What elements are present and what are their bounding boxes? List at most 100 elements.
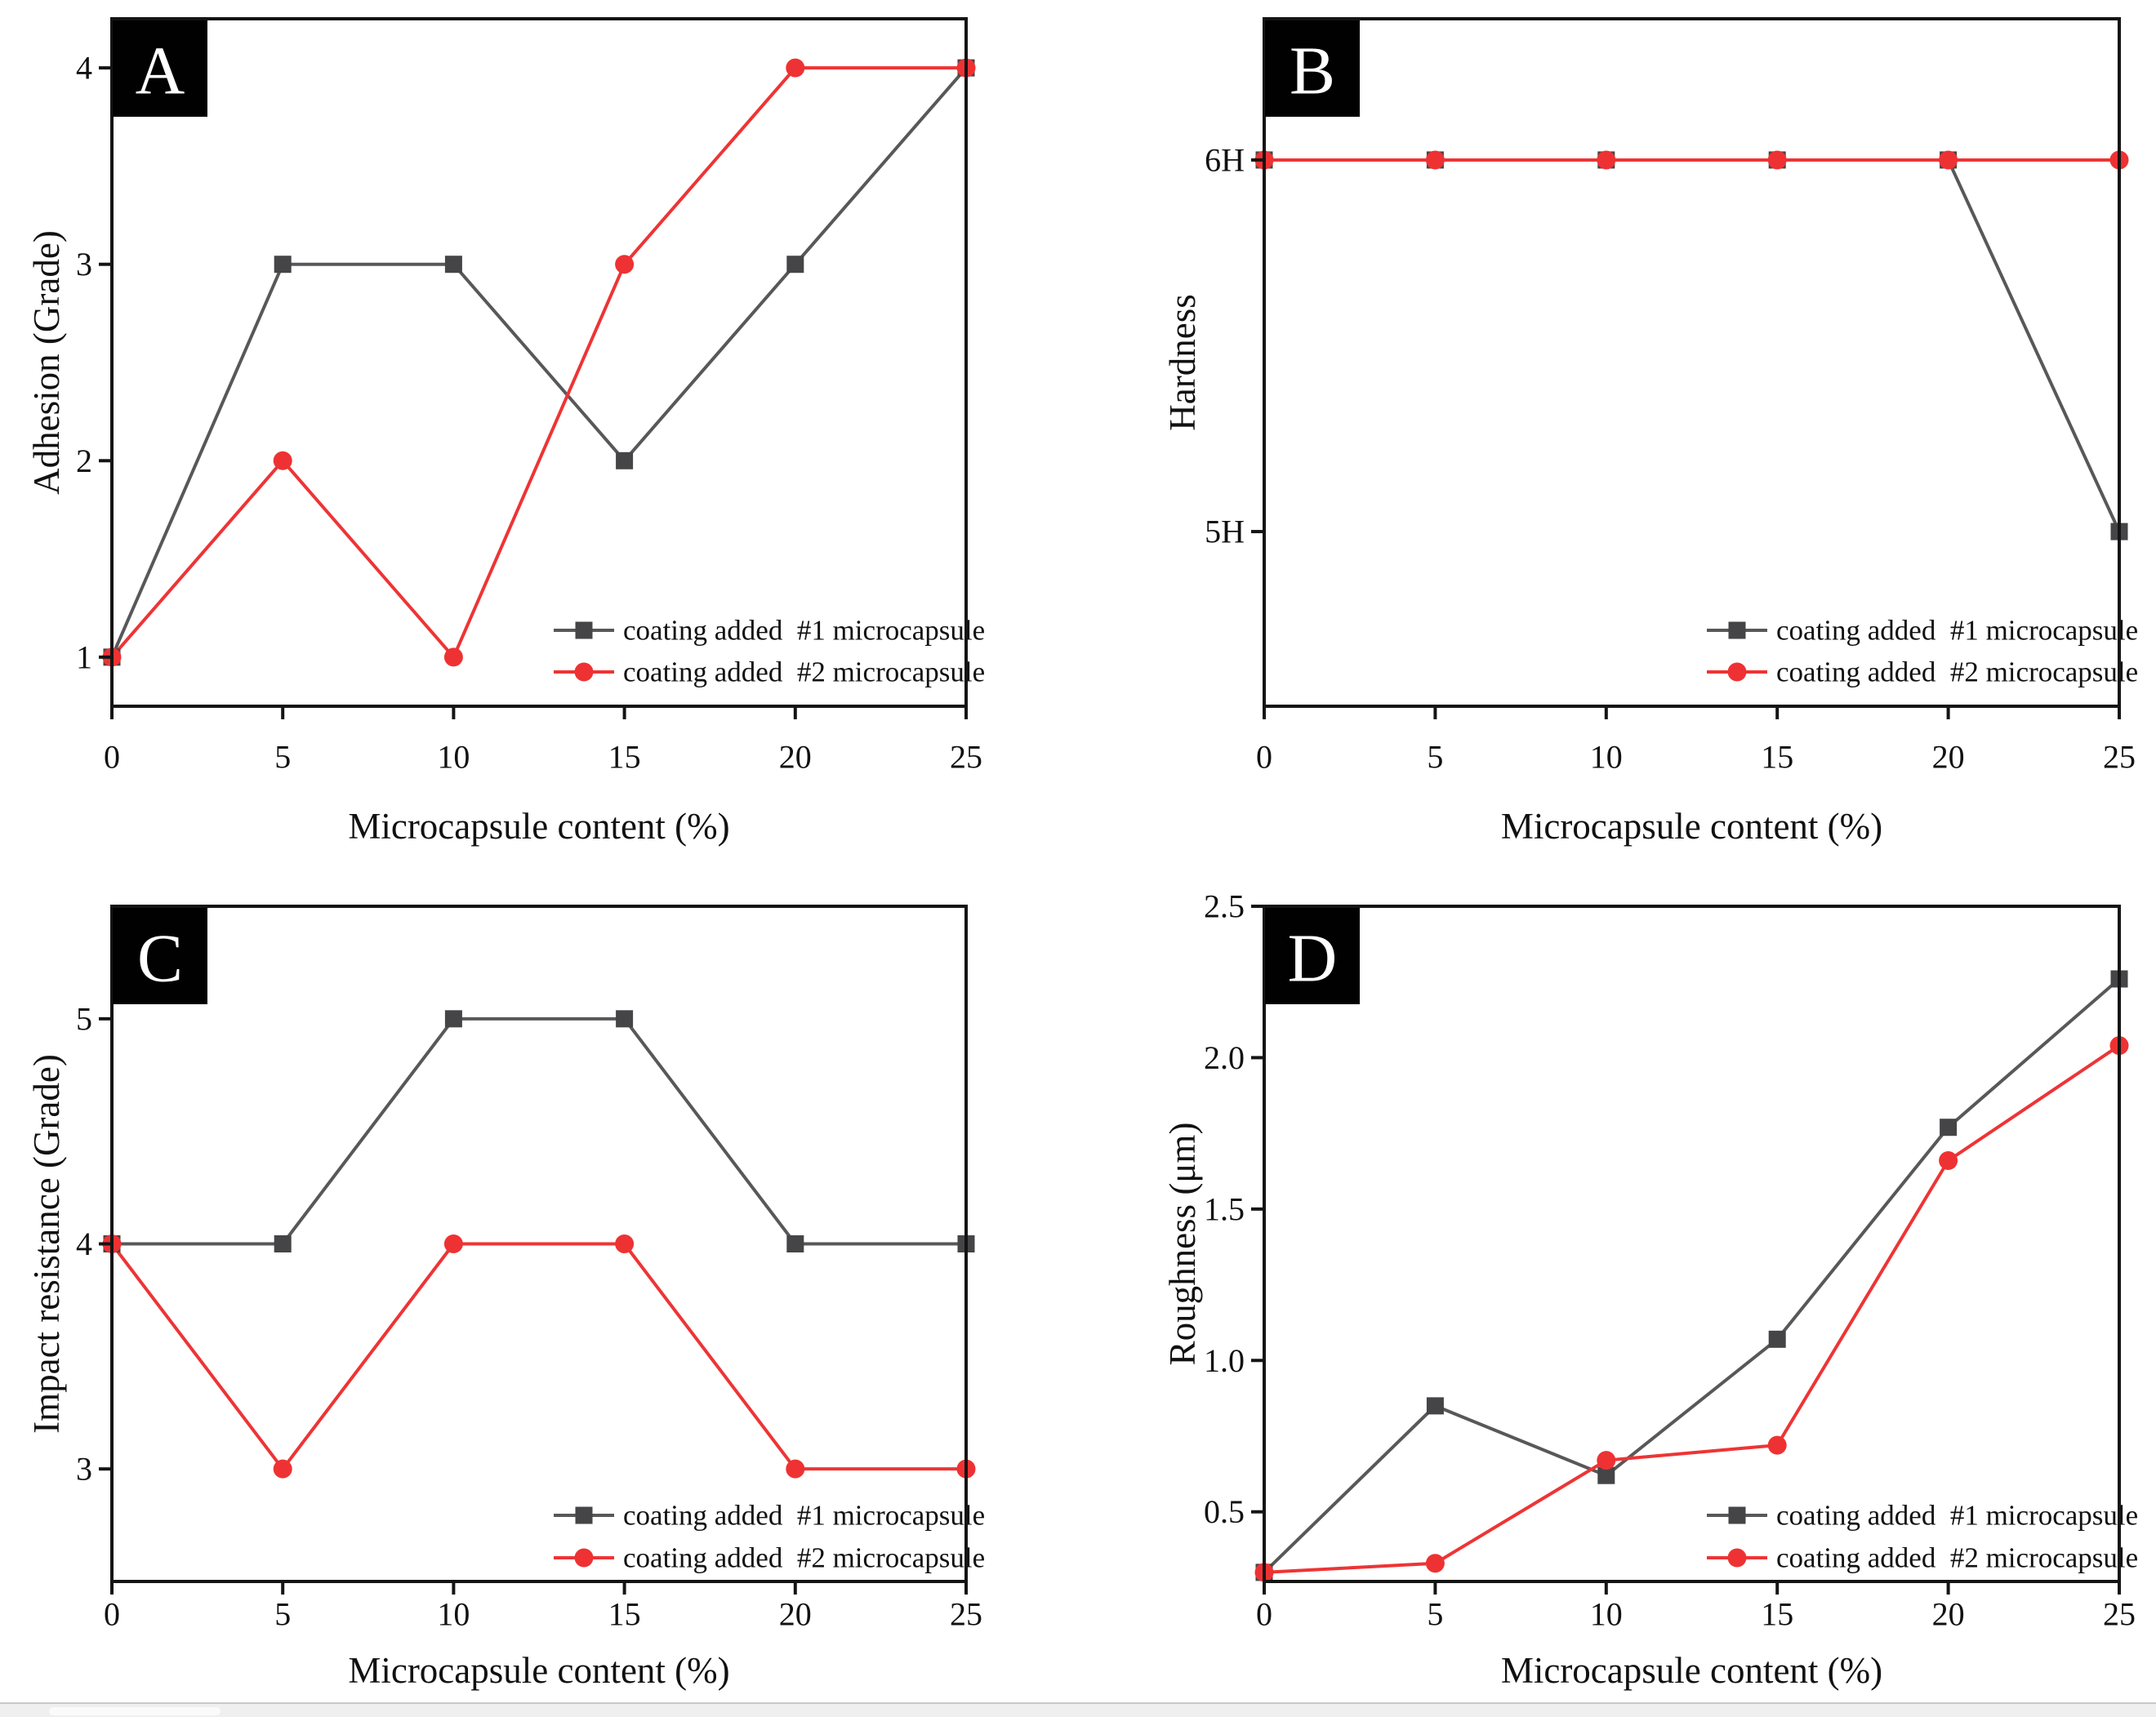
series-1-line	[1263, 977, 2121, 1574]
x-axis-title: Microcapsule content (%)	[348, 1650, 729, 1691]
x-tick-label: 10	[1590, 1596, 1623, 1633]
x-tick-label: 25	[2103, 1596, 2136, 1633]
panel-badge	[1265, 20, 1360, 117]
y-axis-title: Adhesion (Grade)	[26, 230, 67, 495]
x-tick-label: 15	[608, 1596, 641, 1633]
series-1-marker-x15	[616, 451, 634, 469]
x-tick-label: 5	[274, 1596, 291, 1633]
series-2-marker-x10	[443, 1234, 463, 1253]
series-1-marker-x15	[616, 1010, 634, 1028]
series-1-marker-x5	[274, 256, 292, 274]
x-tick-label: 20	[779, 1596, 812, 1633]
legend-label-series-2: coating added #2 microcapsule	[623, 1542, 985, 1574]
x-tick-label: 15	[1761, 1596, 1793, 1633]
panel-roughness-chart: 0 5 10 15 20 25 0.5 1.0 1.5 2.0 2.5 Microcapsule co…	[1078, 857, 2156, 1717]
x-tick-label: 0	[1256, 1596, 1272, 1633]
plot-border	[1263, 905, 2121, 1583]
x-tick-label: 0	[104, 1596, 120, 1633]
y-tick-label: 1.5	[1204, 1190, 1245, 1227]
x-tick-label: 5	[1427, 739, 1443, 776]
x-tick-label: 25	[950, 1596, 982, 1633]
series-1-marker-x10	[444, 1010, 462, 1028]
y-tick-label: 0.5	[1204, 1493, 1245, 1530]
series-1-marker-x20	[786, 1235, 804, 1252]
y-tick-label: 5H	[1205, 514, 1245, 550]
series-2-marker-x5	[1425, 1554, 1445, 1573]
legend-label-series-1: coating added #1 microcapsule	[1776, 615, 2138, 647]
panel-badge	[1265, 908, 1360, 1004]
y-tick-label: 2	[76, 443, 92, 479]
x-tick-label: 0	[104, 739, 120, 776]
series-2-marker-x10	[443, 647, 463, 667]
legend-square-swatch	[575, 621, 593, 639]
series-2-marker-x5	[273, 1459, 292, 1479]
series-2-marker-x15	[1767, 150, 1787, 170]
panel-badge-letter: A	[136, 33, 185, 109]
x-tick-label: 10	[437, 739, 470, 776]
legend-circle-swatch	[1727, 1548, 1747, 1568]
y-tick-label: 1.0	[1204, 1342, 1245, 1379]
panel-impact-resistance-chart: 0 5 10 15 20 25 3 4 5 Microcapsule content (%) Imp…	[0, 857, 1078, 1717]
x-axis-title: Microcapsule content (%)	[1501, 1650, 1882, 1691]
series-1-marker-x20	[1940, 1119, 1958, 1137]
series-2-marker-x20	[1939, 1151, 1958, 1171]
legend-square-swatch	[575, 1506, 593, 1524]
legend-label-series-1: coating added #1 microcapsule	[623, 615, 985, 647]
y-tick-label: 6H	[1205, 141, 1245, 178]
panel-badge	[113, 908, 207, 1004]
x-tick-label: 20	[1932, 1596, 1965, 1633]
panel-badge-letter: B	[1290, 33, 1335, 109]
series-1-line	[112, 1016, 966, 1246]
series-2-marker-x15	[1767, 1435, 1787, 1455]
legend-square-swatch	[1728, 621, 1746, 639]
legend-circle-swatch	[574, 662, 594, 682]
x-axis-title: Microcapsule content (%)	[1501, 806, 1882, 847]
plot-border	[110, 17, 968, 708]
series-1-marker-x10	[1597, 1466, 1615, 1484]
y-tick-label: 3	[76, 1451, 92, 1488]
series-2-marker-x15	[615, 255, 635, 274]
x-tick-label: 10	[1590, 739, 1623, 776]
series-1-marker-x15	[1768, 1330, 1786, 1348]
series-2-marker-x10	[1597, 1451, 1616, 1470]
y-axis-title: Impact resistance (Grade)	[26, 1054, 67, 1434]
panel-badge	[113, 20, 207, 117]
series-2-marker-x5	[1425, 150, 1445, 170]
hardness-chart-svg: 0 5 10 15 20 25 6H 5H Microcapsule content (%) Ha…	[1162, 17, 2138, 847]
legend-label-series-2: coating added #2 microcapsule	[1776, 656, 2138, 688]
series-1-marker-x5	[274, 1235, 292, 1252]
y-tick-label: 4	[76, 50, 92, 87]
panel-adhesion-chart: 0 5 10 15 20 25 1 2 3 4 Microcapsule content (%) Ad…	[0, 0, 1078, 857]
series-1-marker-x20	[786, 256, 804, 274]
series-1-line	[110, 66, 968, 658]
series-2-marker-x15	[615, 1234, 635, 1253]
impact-resistance-chart-svg: 0 5 10 15 20 25 3 4 5 Microcapsule content (%) Imp…	[26, 905, 985, 1691]
x-axis-title: Microcapsule content (%)	[348, 806, 729, 847]
adhesion-chart-svg: 0 5 10 15 20 25 1 2 3 4 Microcapsule content (%) Ad…	[26, 17, 985, 847]
series-2-marker-x20	[786, 58, 805, 78]
series-2-line	[110, 66, 966, 661]
x-tick-label: 25	[950, 739, 982, 776]
x-tick-label: 5	[274, 739, 291, 776]
series-2-line	[1263, 1043, 2121, 1574]
x-tick-label: 20	[779, 739, 812, 776]
series-1-line	[1264, 158, 2121, 532]
series-2-marker-x5	[273, 451, 292, 470]
legend-circle-swatch	[574, 1548, 594, 1568]
legend-circle-swatch	[1727, 662, 1747, 682]
plot-border	[1263, 17, 2121, 708]
legend-square-swatch	[1728, 1506, 1746, 1524]
roughness-chart-svg: 0 5 10 15 20 25 0.5 1.0 1.5 2.0 2.5 Microcapsule co…	[1162, 888, 2138, 1692]
panel-hardness-chart: 0 5 10 15 20 25 6H 5H Microcapsule content (%) Ha…	[1078, 0, 2156, 857]
x-tick-label: 15	[1761, 739, 1793, 776]
y-tick-label: 4	[76, 1225, 92, 1262]
series-2-marker-x10	[1597, 150, 1616, 170]
legend-label-series-2: coating added #2 microcapsule	[623, 656, 985, 688]
x-tick-label: 25	[2103, 739, 2136, 776]
panel-badge-letter: C	[137, 921, 183, 997]
scrollbar-fragment[interactable]	[49, 1707, 220, 1715]
y-axis-title: Roughness (μm)	[1162, 1123, 1203, 1366]
series-1-marker-x10	[444, 256, 462, 274]
y-tick-label: 1	[76, 638, 92, 675]
